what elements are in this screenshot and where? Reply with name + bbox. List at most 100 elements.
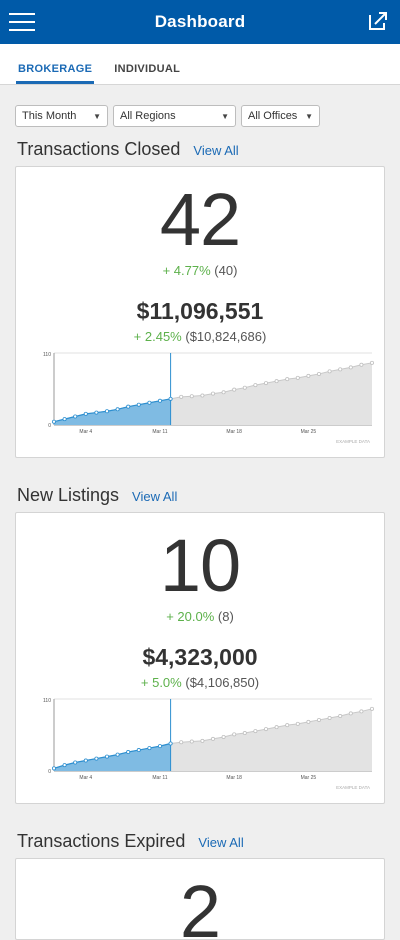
projection-point (359, 709, 364, 714)
actual-point (126, 750, 131, 755)
region-select[interactable]: All Regions ▼ (113, 105, 236, 127)
view-all-link[interactable]: View All (193, 143, 239, 158)
projection-point (179, 394, 184, 399)
office-select-value: All Offices (248, 110, 298, 122)
share-export-icon[interactable] (366, 9, 390, 33)
x-tick-label: Mar 11 (152, 429, 167, 435)
actual-point (73, 760, 78, 765)
example-data-watermark: EXAMPLE DATA (336, 439, 370, 444)
count-previous: (8) (217, 609, 234, 624)
projection-point (189, 739, 194, 744)
actual-point (158, 744, 163, 749)
view-all-link[interactable]: View All (198, 835, 244, 850)
tab-brokerage[interactable]: BROKERAGE (16, 63, 95, 84)
y-min-label: 0 (48, 769, 51, 775)
trend-chart: 110 0 Mar 4 Mar 11 Mar 18 Mar 25 EXAMPLE DATA (34, 695, 378, 791)
amount-value: $4,323,000 (142, 644, 258, 670)
projection-point (327, 715, 332, 720)
count-value: 10 (159, 524, 241, 607)
example-data-watermark: EXAMPLE DATA (336, 785, 370, 790)
count-value: 2 (179, 870, 221, 940)
actual-point (73, 414, 78, 419)
projection-point (253, 383, 258, 388)
trend-chart-svg: 110 0 Mar 4 Mar 11 Mar 18 Mar 25 EXAMPLE DATA (43, 698, 374, 790)
count-change: + 4.77% (162, 263, 211, 278)
chevron-down-icon: ▼ (93, 111, 101, 121)
projection-point (253, 729, 258, 734)
count-change: + 20.0% (166, 609, 215, 624)
actual-point (168, 741, 173, 746)
count-previous: (40) (214, 263, 238, 278)
actual-area (54, 743, 171, 771)
projection-point (285, 377, 290, 382)
x-tick-label: Mar 18 (226, 429, 242, 435)
projection-point (348, 711, 353, 716)
transactions-closed-section: Transactions Closed View All 42 + 4.77% … (0, 139, 400, 458)
amount-change-row: + 2.45% ($10,824,686) (16, 329, 384, 344)
projection-point (179, 740, 184, 745)
projection-point (210, 391, 215, 396)
projection-point (232, 387, 237, 392)
amount-previous: ($4,106,850) (185, 675, 260, 690)
x-tick-label: Mar 4 (79, 429, 92, 435)
count-change-row: + 20.0% (8) (16, 609, 384, 624)
y-max-label: 110 (43, 352, 51, 358)
amount-value: $11,096,551 (136, 298, 264, 324)
x-tick-label: Mar 18 (226, 775, 242, 781)
office-select[interactable]: All Offices ▼ (241, 105, 320, 127)
amount-change-row: + 5.0% ($4,106,850) (16, 675, 384, 690)
projection-point (316, 371, 321, 376)
amount-previous: ($10,824,686) (185, 329, 267, 344)
stat-card: 42 + 4.77% (40) $11,096,551 + 2.45% ($10… (15, 166, 385, 458)
actual-point (136, 402, 141, 407)
projection-point (242, 731, 247, 736)
projection-point (369, 706, 374, 711)
actual-area (54, 398, 171, 425)
x-tick-label: Mar 25 (301, 429, 317, 435)
actual-point (158, 398, 163, 403)
projection-point (316, 717, 321, 722)
actual-point (94, 410, 99, 415)
projection-point (210, 736, 215, 741)
actual-point (83, 411, 88, 416)
period-select[interactable]: This Month ▼ (15, 105, 108, 127)
app-header: Dashboard (0, 0, 400, 44)
stat-card: 2 (15, 858, 385, 940)
actual-point (51, 766, 56, 771)
projection-point (338, 714, 343, 719)
actual-point (83, 758, 88, 763)
count-value: 42 (159, 178, 241, 261)
projection-point (274, 725, 279, 730)
projection-point (221, 390, 226, 395)
trend-chart: 110 0 Mar 4 Mar 11 Mar 18 Mar 25 EXAMPLE DATA (34, 349, 378, 445)
actual-point (115, 752, 120, 757)
hamburger-icon[interactable] (9, 13, 35, 31)
region-select-value: All Regions (120, 110, 176, 122)
actual-point (51, 419, 56, 424)
filter-bar: This Month ▼ All Regions ▼ All Offices ▼ (0, 85, 400, 127)
projection-point (200, 738, 205, 743)
actual-point (62, 763, 67, 768)
view-all-link[interactable]: View All (132, 489, 178, 504)
chevron-down-icon: ▼ (305, 111, 313, 121)
projection-point (285, 723, 290, 728)
section-title: New Listings (17, 485, 120, 505)
projection-point (359, 362, 364, 367)
projection-point (200, 393, 205, 398)
projection-point (369, 360, 374, 365)
transactions-expired-section: Transactions Expired View All 2 (0, 831, 400, 940)
projection-point (263, 381, 268, 386)
actual-point (105, 409, 110, 414)
section-title: Transactions Expired (17, 831, 186, 851)
chevron-down-icon: ▼ (221, 111, 229, 121)
projection-point (263, 727, 268, 732)
new-listings-section: New Listings View All 10 + 20.0% (8) $4,… (0, 485, 400, 804)
trend-chart-svg: 110 0 Mar 4 Mar 11 Mar 18 Mar 25 EXAMPLE DATA (43, 352, 374, 444)
actual-point (147, 746, 152, 751)
tab-individual[interactable]: INDIVIDUAL (114, 63, 181, 75)
projection-point (232, 732, 237, 737)
projection-point (221, 734, 226, 739)
x-tick-label: Mar 4 (79, 775, 92, 781)
projection-point (306, 719, 311, 724)
x-tick-label: Mar 25 (301, 775, 317, 781)
